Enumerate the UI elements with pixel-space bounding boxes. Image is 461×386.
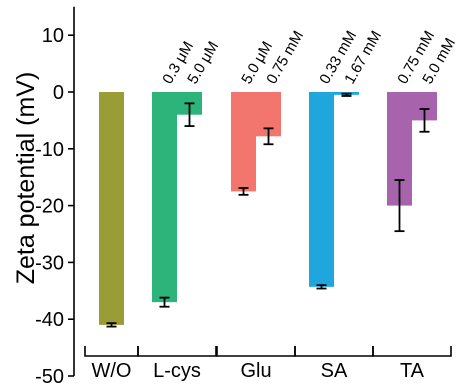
group-bracket [137, 346, 217, 357]
y-axis-label: Zeta potential (mV) [12, 72, 40, 285]
y-tick-label: -40 [35, 309, 64, 331]
y-tick-label: -10 [35, 139, 64, 161]
category-label: Glu [240, 360, 271, 382]
bar [99, 92, 124, 325]
category-label: TA [400, 360, 425, 382]
category-label: SA [321, 360, 348, 382]
y-tick-label: -30 [35, 252, 64, 274]
error-bars [106, 92, 430, 328]
group-bracket [216, 346, 296, 357]
bars [99, 92, 437, 325]
bar [231, 92, 256, 192]
y-tick-label: -20 [35, 196, 64, 218]
y-tick-label: 0 [53, 82, 64, 104]
bar [152, 92, 177, 303]
axes: 10 0 -10 -20 -30 -40 -50 [35, 6, 75, 386]
bar [309, 92, 334, 287]
group-bracket [84, 346, 139, 357]
y-tick-label: -50 [35, 366, 64, 386]
category-label: L-cys [153, 360, 201, 382]
y-tick-label: 10 [42, 25, 64, 47]
category-label: W/O [92, 360, 132, 382]
group-bracket [372, 346, 452, 357]
group-bracket [294, 346, 374, 357]
